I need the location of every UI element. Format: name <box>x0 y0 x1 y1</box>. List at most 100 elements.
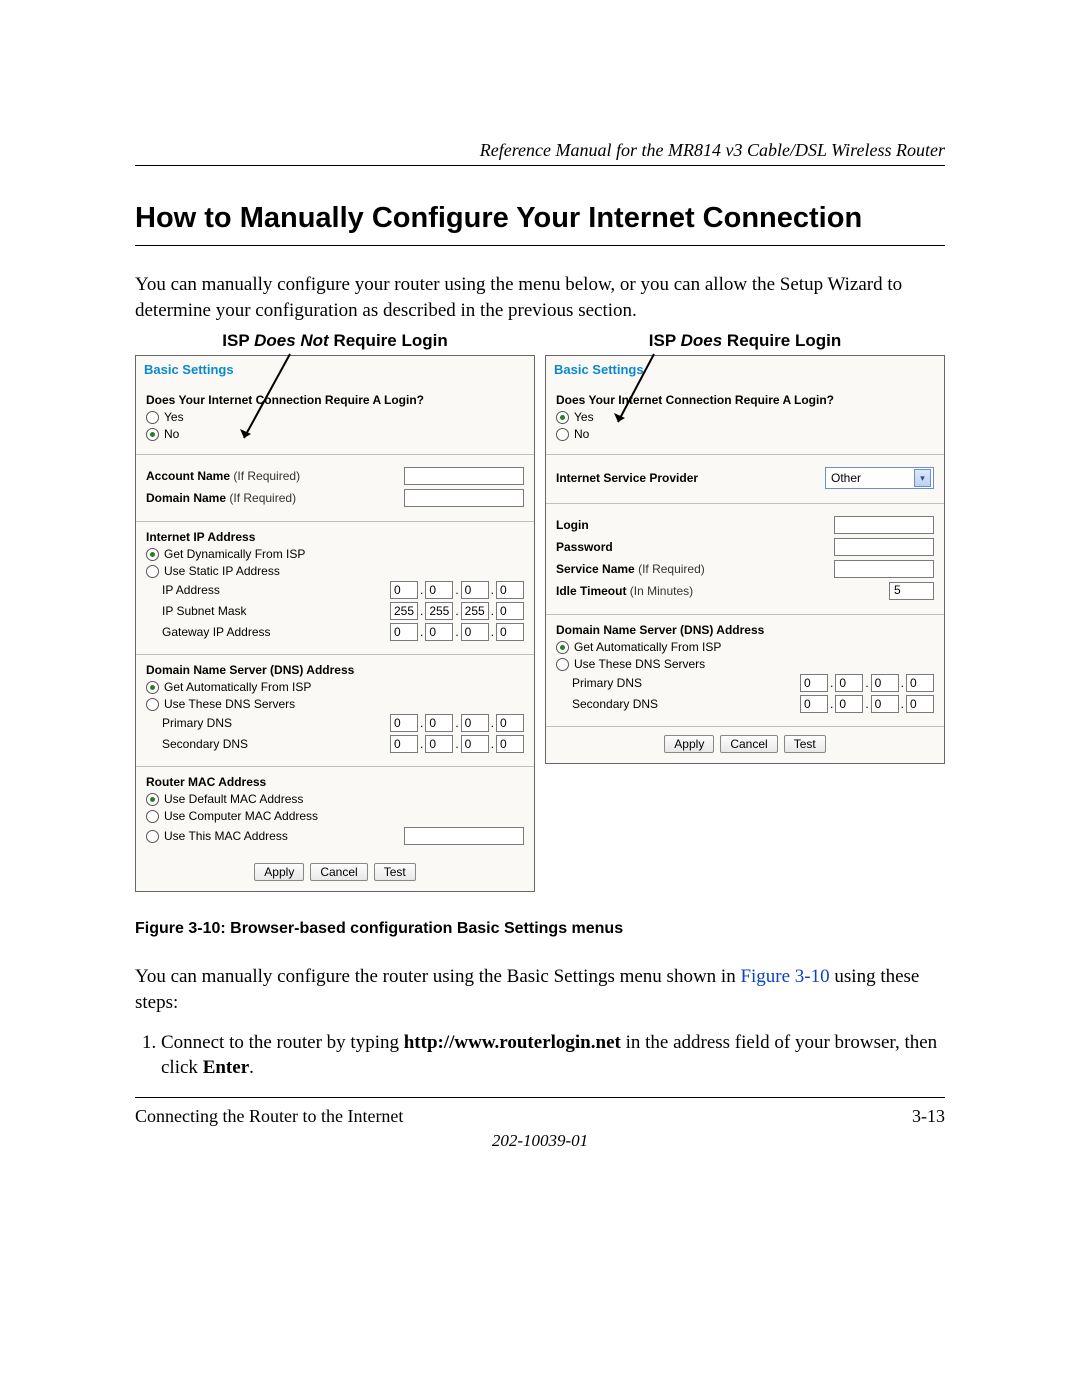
post-figure-text: You can manually configure the router us… <box>135 964 945 1015</box>
hdr-right-suf: Require Login <box>722 331 841 350</box>
hdr-left-em: Does Not <box>254 331 329 350</box>
radio-dns-auto[interactable]: Get Automatically From ISP <box>556 640 934 654</box>
intro-paragraph: You can manually configure your router u… <box>135 272 945 323</box>
panel-no-login: Basic Settings Does Your Internet Connec… <box>135 355 535 892</box>
dyn-ip-label: Get Dynamically From ISP <box>164 547 305 561</box>
radio-icon <box>146 698 159 711</box>
radio-no-row[interactable]: No <box>146 427 524 441</box>
radio-yes-row[interactable]: Yes <box>556 410 934 424</box>
ip-addr-input[interactable]: 0.0.0.0 <box>390 581 524 599</box>
secondary-dns-input[interactable]: 0.0.0.0 <box>390 735 524 753</box>
dns-auto-label: Get Automatically From ISP <box>164 680 311 694</box>
radio-no-label: No <box>164 427 179 441</box>
radio-yes-label: Yes <box>164 410 184 424</box>
mac-default-label: Use Default MAC Address <box>164 792 303 806</box>
secondary-dns-label: Secondary DNS <box>162 737 248 751</box>
radio-icon <box>146 565 159 578</box>
radio-dns-use[interactable]: Use These DNS Servers <box>556 657 934 671</box>
domain-name-label: Domain Name (If Required) <box>146 491 296 505</box>
panel-login: Basic Settings Does Your Internet Connec… <box>545 355 945 764</box>
step-1: Connect to the router by typing http://w… <box>161 1030 945 1081</box>
mac-input[interactable] <box>404 827 524 845</box>
radio-dns-auto[interactable]: Get Automatically From ISP <box>146 680 524 694</box>
hdr-right-pre: ISP <box>649 331 681 350</box>
login-question: Does Your Internet Connection Require A … <box>556 393 934 407</box>
ip-section-title: Internet IP Address <box>146 530 524 544</box>
login-question: Does Your Internet Connection Require A … <box>146 393 524 407</box>
figure-xref[interactable]: Figure 3-10 <box>740 966 829 987</box>
domain-name-input[interactable] <box>404 489 524 507</box>
account-name-label: Account Name (If Required) <box>146 469 300 483</box>
mac-this-label: Use This MAC Address <box>164 829 288 843</box>
radio-icon <box>556 428 569 441</box>
radio-icon <box>146 548 159 561</box>
hdr-left-suf: Require Login <box>329 331 448 350</box>
radio-no-row[interactable]: No <box>556 427 934 441</box>
dns-auto-label: Get Automatically From ISP <box>574 640 721 654</box>
dns-use-label: Use These DNS Servers <box>164 697 295 711</box>
password-input[interactable] <box>834 538 934 556</box>
mac-section-title: Router MAC Address <box>146 775 524 789</box>
hdr-right-em: Does <box>681 331 723 350</box>
secondary-dns-label: Secondary DNS <box>572 697 658 711</box>
apply-button[interactable]: Apply <box>664 735 714 753</box>
footer-docnum: 202-10039-01 <box>135 1131 945 1151</box>
gateway-input[interactable]: 0.0.0.0 <box>390 623 524 641</box>
service-name-label: Service Name (If Required) <box>556 562 705 576</box>
figure-caption: Figure 3-10: Browser-based configuration… <box>135 920 945 938</box>
radio-icon <box>146 681 159 694</box>
gateway-label: Gateway IP Address <box>162 625 271 639</box>
radio-icon <box>556 411 569 424</box>
chevron-down-icon: ▾ <box>914 469 931 487</box>
ip-addr-label: IP Address <box>162 583 220 597</box>
primary-dns-label: Primary DNS <box>572 676 642 690</box>
test-button[interactable]: Test <box>374 863 416 881</box>
secondary-dns-input[interactable]: 0.0.0.0 <box>800 695 934 713</box>
password-label: Password <box>556 540 613 554</box>
radio-icon <box>146 428 159 441</box>
cancel-button[interactable]: Cancel <box>720 735 777 753</box>
radio-icon <box>146 793 159 806</box>
service-name-input[interactable] <box>834 560 934 578</box>
login-label: Login <box>556 518 589 532</box>
right-panel-header: ISP Does Require Login <box>545 331 945 351</box>
subnet-input[interactable]: 255.255.255.0 <box>390 602 524 620</box>
radio-mac-computer[interactable]: Use Computer MAC Address <box>146 809 524 823</box>
footer-page: 3-13 <box>912 1106 945 1127</box>
radio-dns-use[interactable]: Use These DNS Servers <box>146 697 524 711</box>
primary-dns-input[interactable]: 0.0.0.0 <box>800 674 934 692</box>
account-name-input[interactable] <box>404 467 524 485</box>
enter-key: Enter <box>203 1057 249 1078</box>
section-title: How to Manually Configure Your Internet … <box>135 202 945 246</box>
primary-dns-input[interactable]: 0.0.0.0 <box>390 714 524 732</box>
isp-value: Other <box>831 471 861 485</box>
apply-button[interactable]: Apply <box>254 863 304 881</box>
cancel-button[interactable]: Cancel <box>310 863 367 881</box>
static-ip-label: Use Static IP Address <box>164 564 280 578</box>
left-panel-header: ISP Does Not Require Login <box>135 331 535 351</box>
radio-no-label: No <box>574 427 589 441</box>
radio-yes-label: Yes <box>574 410 594 424</box>
isp-label: Internet Service Provider <box>556 471 698 485</box>
radio-yes-row[interactable]: Yes <box>146 410 524 424</box>
radio-static-ip[interactable]: Use Static IP Address <box>146 564 524 578</box>
idle-timeout-input[interactable]: 5 <box>889 582 934 600</box>
primary-dns-label: Primary DNS <box>162 716 232 730</box>
radio-dyn-ip[interactable]: Get Dynamically From ISP <box>146 547 524 561</box>
radio-icon <box>556 641 569 654</box>
radio-mac-default[interactable]: Use Default MAC Address <box>146 792 524 806</box>
dns-use-label: Use These DNS Servers <box>574 657 705 671</box>
radio-mac-this[interactable]: Use This MAC Address <box>146 829 288 843</box>
hdr-left-pre: ISP <box>222 331 254 350</box>
idle-timeout-label: Idle Timeout (In Minutes) <box>556 584 693 598</box>
login-input[interactable] <box>834 516 934 534</box>
isp-select[interactable]: Other ▾ <box>825 467 934 489</box>
footer-chapter: Connecting the Router to the Internet <box>135 1106 403 1127</box>
test-button[interactable]: Test <box>784 735 826 753</box>
panel-title: Basic Settings <box>136 356 534 389</box>
dns-section-title: Domain Name Server (DNS) Address <box>146 663 524 677</box>
radio-icon <box>146 810 159 823</box>
radio-icon <box>146 411 159 424</box>
router-url: http://www.routerlogin.net <box>404 1032 621 1053</box>
dns-section-title: Domain Name Server (DNS) Address <box>556 623 934 637</box>
